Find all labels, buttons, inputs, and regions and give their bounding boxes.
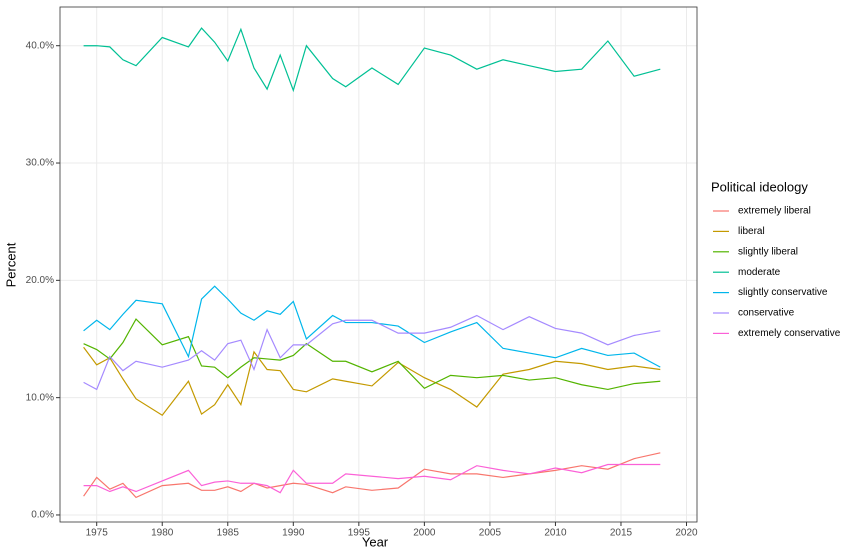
x-tick-label: 2000 [413, 528, 436, 539]
x-tick-label: 1995 [348, 528, 371, 539]
legend-title: Political ideology [711, 179, 808, 194]
y-tick-label: 30.0% [26, 158, 54, 169]
x-tick-label: 2005 [479, 528, 502, 539]
series-line [83, 27, 661, 93]
y-axis-title: Percent [3, 242, 18, 287]
legend-label: extremely liberal [738, 206, 811, 217]
x-tick-label: 2015 [610, 528, 633, 539]
y-tick-label: 10.0% [26, 392, 54, 403]
x-axis-title: Year [362, 534, 389, 549]
legend-label: slightly conservative [738, 287, 828, 298]
series-line [83, 346, 661, 417]
legend-label: moderate [738, 267, 781, 278]
x-tick-label: 1985 [217, 528, 240, 539]
x-tick-label: 2020 [675, 528, 698, 539]
series-line [83, 463, 661, 494]
y-tick-label: 20.0% [26, 275, 54, 286]
x-tick-label: 1975 [86, 528, 109, 539]
series-line [83, 314, 661, 391]
series-line [83, 318, 661, 391]
y-tick-label: 0.0% [31, 510, 54, 521]
legend-label: slightly liberal [738, 246, 798, 257]
legend-label: liberal [738, 226, 765, 237]
x-tick-label: 1990 [282, 528, 305, 539]
x-tick-label: 1980 [151, 528, 174, 539]
series-line [83, 285, 661, 368]
legend-label: conservative [738, 308, 795, 319]
x-tick-label: 2010 [544, 528, 567, 539]
series-line [83, 452, 661, 499]
legend-label: extremely conservative [738, 328, 841, 339]
y-tick-label: 40.0% [26, 40, 54, 51]
panel-border [59, 6, 698, 523]
